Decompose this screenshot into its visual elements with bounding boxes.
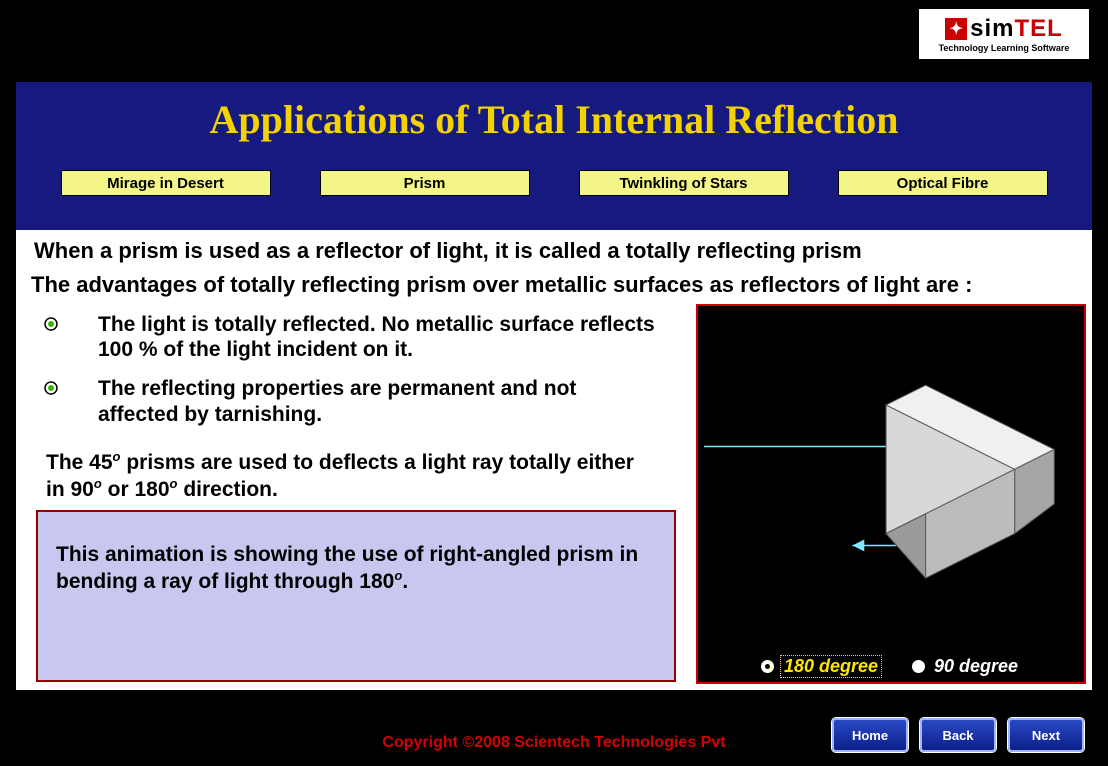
bullet-text: The light is totally reflected. No metal… <box>98 312 656 362</box>
content-area: When a prism is used as a reflector of l… <box>16 230 1092 690</box>
tab-twinkling[interactable]: Twinkling of Stars <box>579 170 789 196</box>
header-block: Applications of Total Internal Reflectio… <box>16 82 1092 230</box>
animation-description-text: This animation is showing the use of rig… <box>56 542 656 596</box>
list-item: The light is totally reflected. No metal… <box>44 312 656 362</box>
tab-mirage[interactable]: Mirage in Desert <box>61 170 271 196</box>
logo-text: simTEL <box>970 15 1063 43</box>
advantages-heading: The advantages of totally reflecting pri… <box>16 268 1092 306</box>
animation-panel: 180 degree 90 degree <box>696 304 1086 684</box>
prism-diagram <box>698 306 1084 682</box>
radio-label: 180 degree <box>780 655 882 678</box>
logo-tagline: Technology Learning Software <box>939 43 1070 53</box>
bullet-list: The light is totally reflected. No metal… <box>16 306 656 427</box>
next-button[interactable]: Next <box>1008 718 1084 752</box>
logo-icon: ✦ <box>945 18 967 40</box>
radio-icon <box>761 660 774 673</box>
radio-90-degree[interactable]: 90 degree <box>912 656 1021 677</box>
home-button[interactable]: Home <box>832 718 908 752</box>
back-button[interactable]: Back <box>920 718 996 752</box>
registered-mark: ® <box>1092 7 1099 17</box>
brand-logo: ® ✦ simTEL Technology Learning Software <box>918 8 1090 60</box>
bullet-icon <box>44 381 58 395</box>
bullet-text: The reflecting properties are permanent … <box>98 376 656 426</box>
animation-description-box: This animation is showing the use of rig… <box>36 510 676 682</box>
deflect-text: The 45o prisms are used to deflects a li… <box>16 441 656 504</box>
radio-icon <box>912 660 925 673</box>
tabs-row: Mirage in Desert Prism Twinkling of Star… <box>16 170 1092 196</box>
tab-prism[interactable]: Prism <box>320 170 530 196</box>
radio-180-degree[interactable]: 180 degree <box>761 655 882 678</box>
radio-label: 90 degree <box>931 656 1021 677</box>
page-title: Applications of Total Internal Reflectio… <box>16 82 1092 143</box>
intro-text: When a prism is used as a reflector of l… <box>16 230 1092 268</box>
list-item: The reflecting properties are permanent … <box>44 376 656 426</box>
logo-accent: TEL <box>1015 15 1063 42</box>
bullet-icon <box>44 317 58 331</box>
logo-main: sim <box>970 15 1014 42</box>
tab-optical-fibre[interactable]: Optical Fibre <box>838 170 1048 196</box>
angle-radio-group: 180 degree 90 degree <box>698 655 1084 678</box>
